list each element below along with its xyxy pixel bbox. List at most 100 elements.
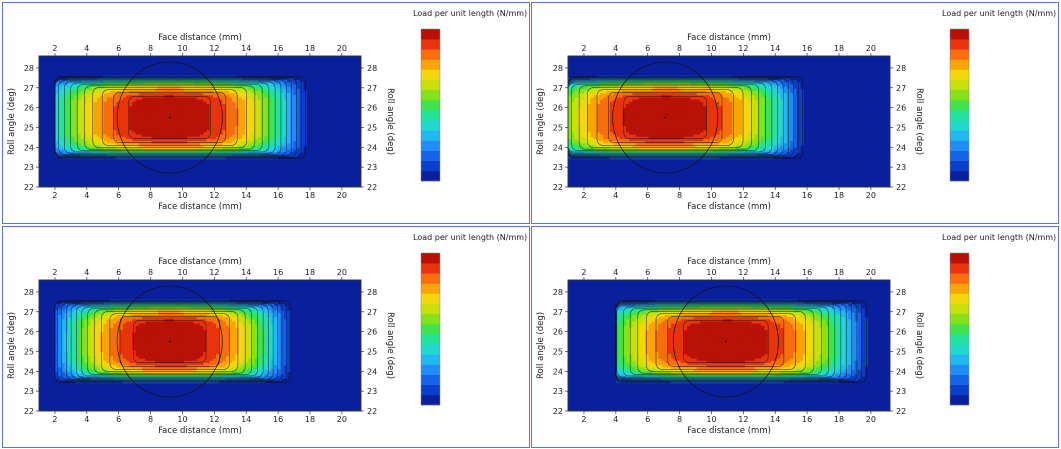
contour-cell: [703, 119, 708, 123]
contour-cell: [303, 123, 307, 127]
contour-cell: [593, 128, 598, 131]
contour-cell: [241, 128, 246, 131]
contour-cell: [264, 128, 269, 131]
contour-cell: [225, 134, 230, 138]
contour-cell: [706, 99, 711, 103]
contour-cell: [696, 121, 701, 125]
contour-cell: [303, 104, 307, 107]
contour-cell: [90, 117, 95, 120]
contour-cell: [58, 117, 63, 120]
contour-cell: [67, 82, 72, 85]
contour-cell: [138, 119, 143, 123]
contour-cell: [680, 101, 685, 105]
contour-cell: [677, 152, 682, 155]
contour-cell: [135, 136, 140, 140]
contour-cell: [709, 121, 714, 125]
contour-cell: [203, 130, 208, 134]
contour-cell: [77, 110, 82, 114]
contour-cell: [293, 119, 298, 123]
contour-cell: [254, 132, 259, 136]
contour-cell: [225, 132, 230, 136]
contour-cell: [238, 138, 243, 142]
contour-cell: [164, 132, 169, 136]
contour-cell: [619, 145, 624, 149]
contour-cell: [177, 128, 182, 131]
contour-cell: [235, 80, 240, 83]
contour-cell: [109, 154, 114, 158]
contour-cell: [716, 95, 720, 99]
contour-cell: [671, 114, 675, 118]
contour-cell: [177, 112, 182, 116]
contour-cell: [196, 99, 201, 103]
contour-cell: [113, 117, 117, 120]
contour-cell: [164, 108, 169, 112]
contour-cell: [703, 145, 708, 149]
contour-cell: [148, 114, 153, 118]
contour-cell: [600, 117, 605, 120]
contour-cell: [151, 152, 156, 155]
contour-cell: [593, 90, 598, 94]
contour-cell: [113, 128, 117, 131]
contour-cell: [138, 101, 143, 105]
contour-cell: [700, 108, 704, 112]
contour-cell: [151, 121, 156, 125]
contour-cell: [145, 99, 150, 103]
contour-cell: [161, 86, 166, 90]
contour-cell: [167, 134, 172, 138]
contour-cell: [619, 88, 624, 92]
contour-cell: [683, 143, 688, 147]
contour-cell: [654, 117, 659, 120]
contour-cell: [196, 110, 201, 114]
contour-cell: [629, 117, 633, 120]
contour-cell: [125, 138, 130, 142]
contour-cell: [93, 99, 98, 103]
contour-cell: [732, 108, 737, 112]
contour-cell: [725, 90, 730, 94]
contour-cell: [571, 143, 576, 147]
contour-cell: [116, 149, 121, 153]
contour-cell: [74, 141, 79, 144]
contour-cell: [654, 149, 659, 153]
contour-cell: [193, 86, 198, 90]
contour-cell: [299, 112, 304, 116]
contour-cell: [103, 93, 108, 96]
contour-cell: [64, 138, 69, 142]
contour-cell: [64, 95, 69, 99]
contour-cell: [580, 97, 585, 101]
contour-cell: [290, 149, 294, 153]
contour-cell: [729, 117, 733, 120]
contour-cell: [286, 130, 291, 134]
contour-cell: [590, 99, 595, 103]
y-tick-label: 24: [24, 143, 34, 152]
contour-cell: [96, 88, 101, 92]
contour-cell: [725, 141, 730, 144]
contour-cell: [267, 147, 272, 151]
contour-cell: [587, 82, 592, 85]
contour-cell: [600, 80, 605, 83]
contour-cell: [725, 86, 730, 90]
contour-cell: [209, 125, 214, 129]
contour-cell: [616, 154, 621, 158]
contour-cell: [303, 121, 307, 125]
contour-cell: [122, 152, 127, 155]
contour-cell: [261, 128, 265, 131]
contour-cell: [187, 138, 191, 142]
contour-cell: [574, 110, 579, 114]
contour-cell: [680, 152, 685, 155]
contour-line: [70, 82, 270, 153]
contour-cell: [248, 93, 253, 96]
contour-cell: [80, 149, 85, 153]
contour-cell: [171, 132, 175, 136]
contour-cell: [80, 101, 85, 105]
contour-cell: [203, 106, 208, 109]
contour-cell: [61, 147, 66, 151]
contour-cell: [574, 108, 579, 112]
contour-cell: [151, 104, 156, 107]
contour-cell: [132, 110, 137, 114]
contour-cell: [132, 145, 137, 149]
contour-cell: [212, 128, 217, 131]
contour-cell: [203, 143, 208, 147]
contour-cell: [593, 134, 598, 138]
contour-cell: [212, 125, 217, 129]
contour-cell: [216, 108, 220, 112]
